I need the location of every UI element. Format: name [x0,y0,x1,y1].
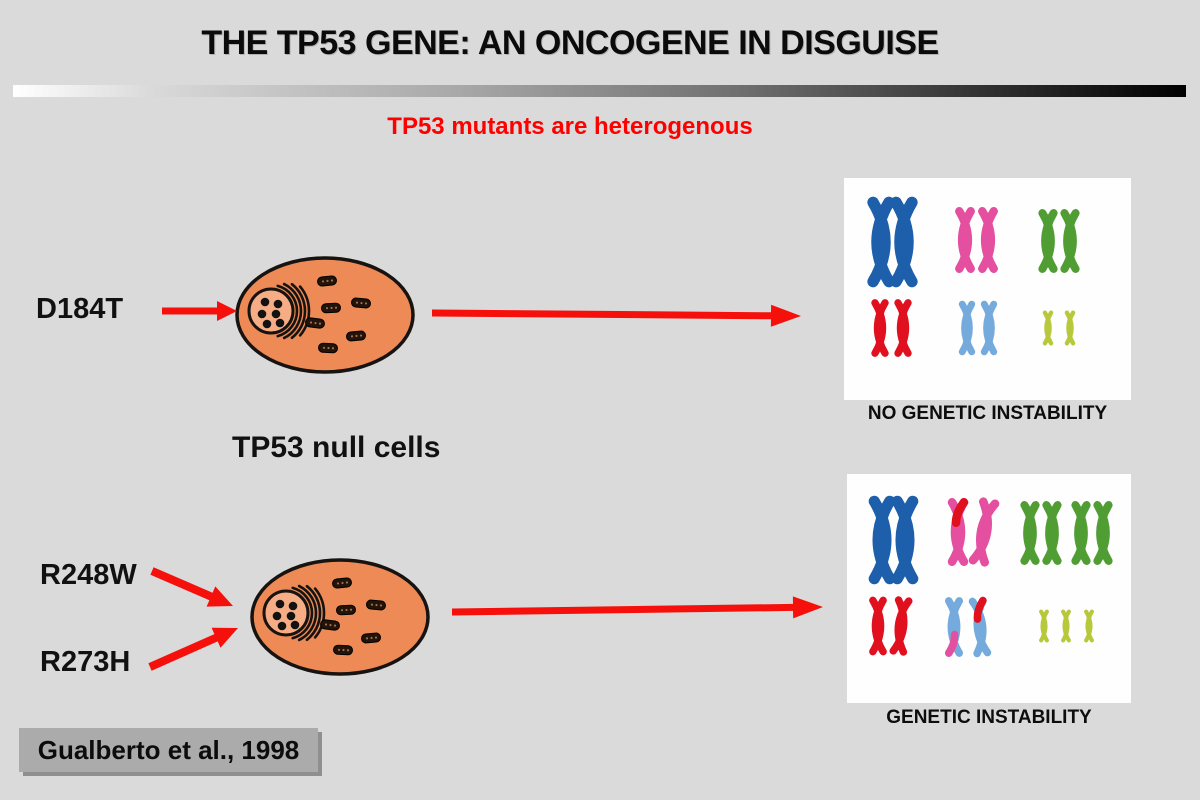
chromosome-blue [890,196,918,288]
chromosome-pink [968,497,1000,567]
outcome-label-genetic-instability: GENETIC INSTABILITY [886,707,1092,728]
mitochondrion-icon [351,297,371,309]
nucleus-dot [277,621,287,631]
chromosome-pink [978,207,998,273]
arrow-d184t-to-cell-icon [162,301,237,321]
translocation-segment [973,596,987,623]
tp53-null-cell-illustration [250,558,430,676]
chromosome-blue [868,495,896,585]
mitochondrion-icon [317,275,337,287]
normal-karyotype-image [844,178,1131,400]
outcome-label-no-genetic-instability: NO GENETIC INSTABILITY [867,403,1108,424]
chromosome-green [1093,501,1113,565]
chromosome-blue [891,495,919,585]
mitochondrion-icon [321,302,341,314]
chromosome-green [1060,209,1080,273]
karyotype-spread [868,495,1113,658]
nucleus-dot [273,299,283,309]
endoplasmic-reticulum-arc [297,584,318,642]
chromosome-green [1020,501,1040,565]
endoplasmic-reticulum-arc [290,282,307,340]
chromosome-yellowgreen [1039,609,1049,643]
title-divider-gradient-bar [13,85,1186,97]
nucleus-dot [272,611,282,621]
chromosome-red [889,596,913,656]
chromosome-lightblue [980,300,998,356]
nucleus-dot [290,620,300,630]
translocation-segment [951,498,969,528]
mutation-label-d184t: D184T [36,293,124,325]
unstable-karyotype-image [847,474,1131,703]
chromosome-yellowgreen [1084,609,1094,643]
mitochondrion-icon [320,619,340,631]
nucleus-dot [275,318,285,328]
chromosome-lightblue [945,597,963,657]
endoplasmic-reticulum-arc [313,587,326,639]
cell-nucleus [262,589,310,637]
nucleus-dot [262,319,272,329]
mitochondrion-icon [361,632,381,644]
page-title: THE TP53 GENE: AN ONCOGENE IN DISGUISE [201,24,939,62]
mitochondrion-icon [366,599,386,611]
endoplasmic-reticulum-arc [298,285,311,337]
mutation-label-r248w: R248W [40,559,137,591]
translocation-segment [945,630,959,657]
chromosome-lightblue [968,596,992,658]
nucleus-dot [286,611,296,621]
nucleus-dot [275,599,285,609]
cell-membrane [250,558,430,676]
chromosome-yellowgreen [1061,609,1071,643]
endoplasmic-reticulum-arc [291,586,314,640]
endoplasmic-reticulum-arc [276,284,299,338]
nucleus-dot [260,297,270,307]
karyotype-spread [867,196,1080,357]
mitochondrion-icon [305,317,325,329]
chromosome-green [1071,501,1091,565]
citation-badge: Gualberto et al., 1998 [19,728,318,772]
mutation-label-r273h: R273H [40,646,131,678]
tp53-null-cells-label: TP53 null cells [232,431,441,464]
chromosome-red [894,299,912,357]
chromosome-blue [867,196,895,288]
cell-membrane [235,256,415,374]
nucleus-dot [257,309,267,319]
arrow-cell-to-normal-karyotype-icon [432,304,801,327]
chromosome-yellowgreen [1042,310,1054,346]
mitochondrion-icon [318,342,338,354]
mitochondrion-icon [333,644,353,656]
nucleus-dot [271,309,281,319]
arrow-cell-to-unstable-karyotype-icon [452,596,823,619]
chromosome-yellowgreen [1064,310,1076,346]
nucleus-dot [288,601,298,611]
endoplasmic-reticulum-arc [282,282,303,340]
chromosome-red [871,299,889,357]
chromosome-green [1042,501,1062,565]
chromosome-lightblue [958,300,976,356]
chromosome-green [1038,209,1058,273]
mitochondrion-icon [336,604,356,616]
endoplasmic-reticulum-arc [305,584,322,642]
chromosome-pink [947,498,969,566]
mitochondrion-icon [332,577,352,589]
arrow-r273h-to-cell-icon [148,627,238,671]
chromosome-red [869,596,887,656]
slide-subtitle: TP53 mutants are heterogenous [387,113,753,140]
cell-nucleus [247,287,295,335]
arrow-r248w-to-cell-icon [150,567,233,607]
chromosome-pink [955,207,975,273]
mitochondrion-icon [346,330,366,342]
tp53-null-cell-illustration [235,256,415,374]
